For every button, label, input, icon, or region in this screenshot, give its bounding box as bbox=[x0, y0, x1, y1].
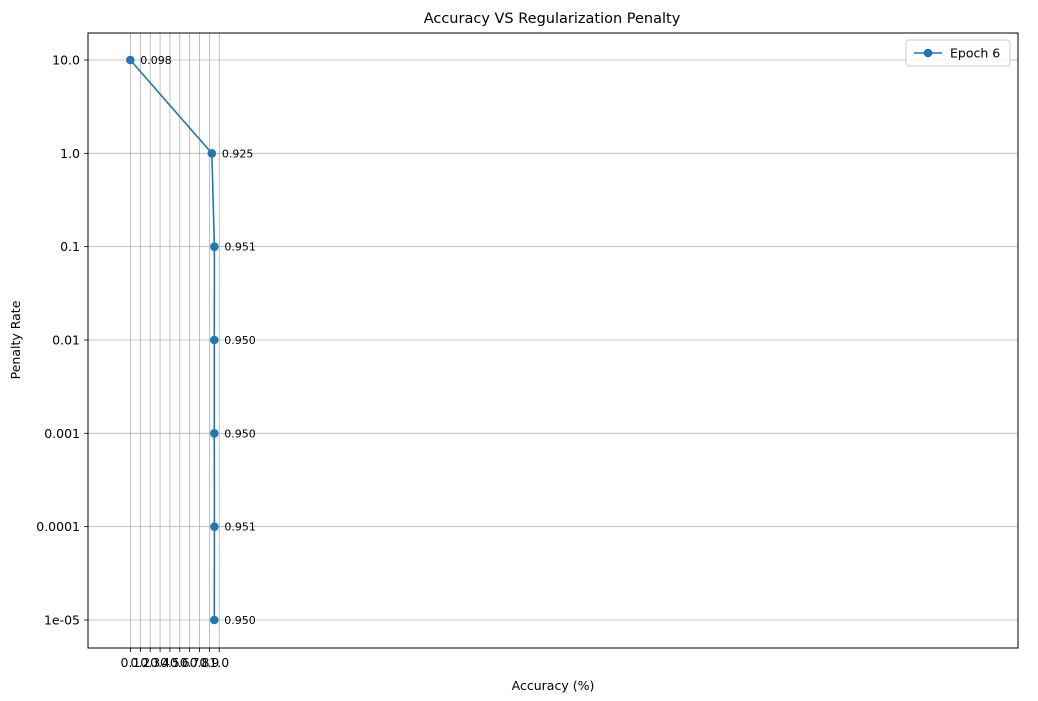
x-tick-label: 0.2 bbox=[130, 655, 150, 670]
y-tick-label: 1e-05 bbox=[44, 612, 80, 627]
legend: Epoch 6 bbox=[905, 39, 1011, 67]
y-tick-label: 0.0001 bbox=[36, 519, 80, 534]
data-point bbox=[207, 149, 217, 158]
x-tick-label: 0.3 bbox=[140, 655, 160, 670]
x-tick-label: 0.1 bbox=[121, 655, 141, 670]
x-tick-label: 0.5 bbox=[160, 655, 180, 670]
y-tick-label: 0.1 bbox=[60, 239, 80, 254]
data-label: 0.950 bbox=[224, 427, 256, 440]
y-tick-label: 0.01 bbox=[52, 332, 80, 347]
data-point bbox=[210, 429, 219, 438]
x-tick-label: 0.7 bbox=[180, 655, 200, 670]
data-point bbox=[210, 242, 219, 251]
legend-label: Epoch 6 bbox=[950, 46, 1000, 61]
x-tick-label: 1.0 bbox=[209, 655, 229, 670]
x-tick-label: 0.6 bbox=[170, 655, 190, 670]
legend-marker bbox=[923, 48, 933, 58]
plot-frame bbox=[87, 32, 1019, 649]
y-tick-label: 0.001 bbox=[44, 426, 80, 441]
series-group: 0.098 0.925 0.951 0.950 0.950 0.951 0.950 bbox=[126, 54, 256, 627]
y-axis-ticks: 10.0 1.0 0.1 0.01 0.001 0.0001 1e-05 bbox=[36, 53, 88, 627]
data-label: 0.950 bbox=[224, 614, 256, 627]
chart-title: Accuracy VS Regularization Penalty bbox=[424, 11, 681, 27]
x-axis-ticks: 0.10.20.30.40.50.60.70.80.91.0 bbox=[121, 648, 229, 670]
data-label: 0.951 bbox=[224, 521, 256, 534]
data-point bbox=[126, 55, 135, 65]
data-point bbox=[210, 615, 219, 625]
data-point bbox=[210, 522, 219, 531]
y-axis-label: Penalty Rate bbox=[8, 300, 23, 379]
legend-box bbox=[905, 39, 1011, 67]
x-tick-label: 0.4 bbox=[150, 655, 170, 670]
data-label: 0.951 bbox=[224, 241, 256, 254]
data-label: 0.925 bbox=[222, 147, 254, 160]
grid bbox=[88, 33, 1018, 648]
y-tick-label: 10.0 bbox=[52, 53, 80, 68]
data-label: 0.950 bbox=[224, 334, 256, 347]
x-axis-label: Accuracy (%) bbox=[512, 678, 595, 693]
data-point bbox=[210, 335, 219, 345]
data-label: 0.098 bbox=[140, 54, 172, 67]
x-tick-label: 0.8 bbox=[190, 655, 210, 670]
y-tick-label: 1.0 bbox=[60, 146, 80, 161]
x-tick-label: 0.9 bbox=[199, 655, 219, 670]
